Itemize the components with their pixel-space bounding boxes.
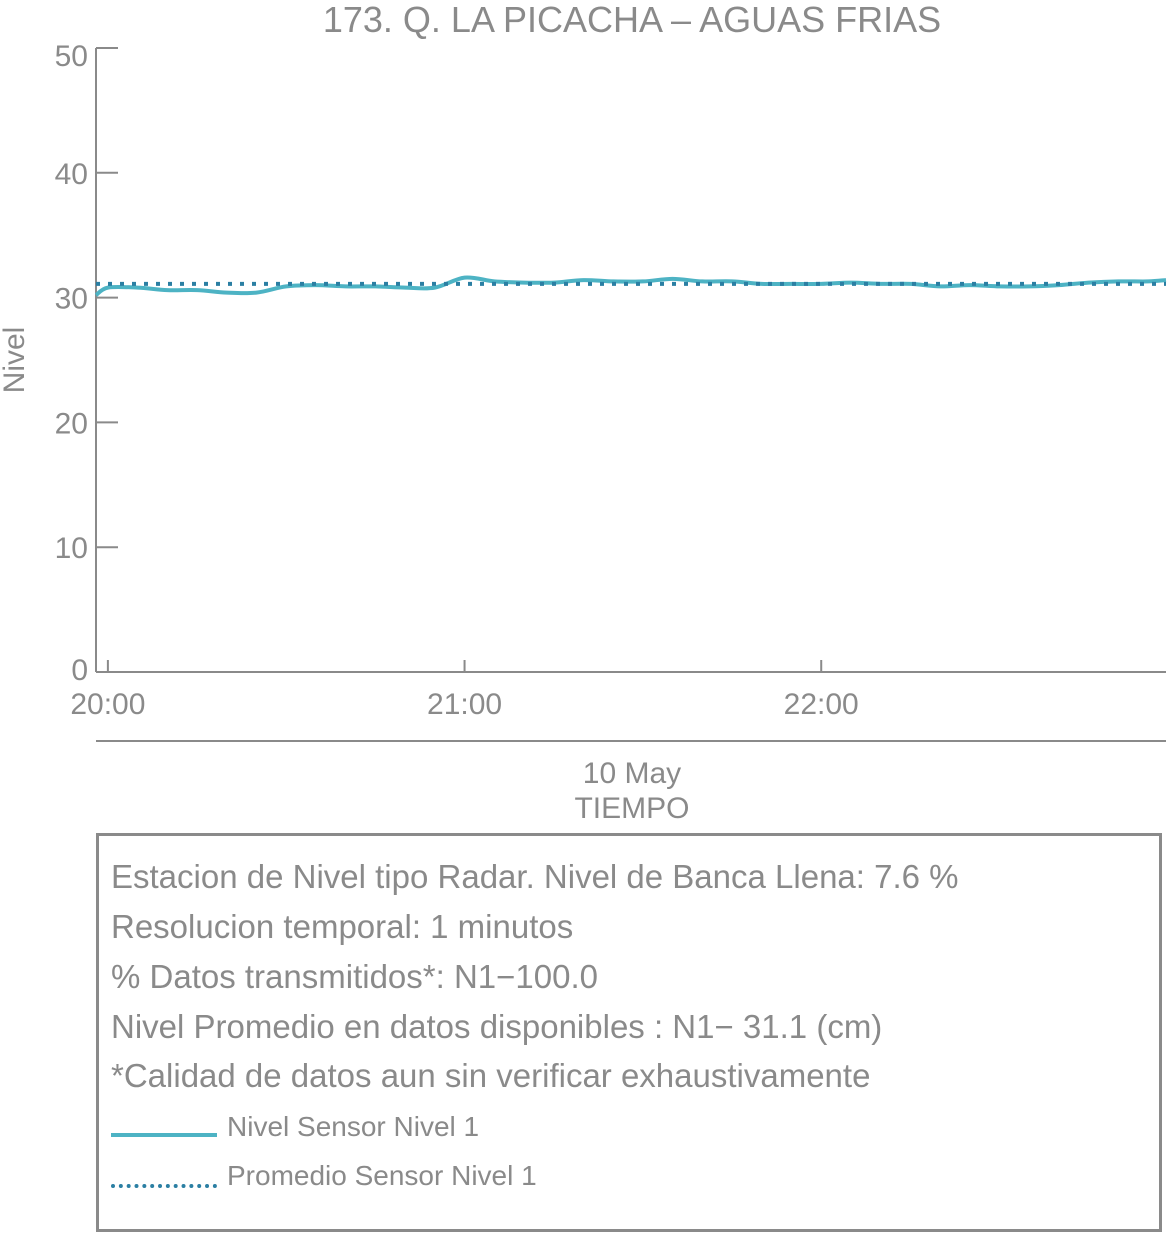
info-line-resolution: Resolucion temporal: 1 minutos (111, 908, 574, 945)
x-axis: 20:00 21:00 22:00 (70, 660, 1166, 721)
x-axis-label: TIEMPO (574, 792, 689, 825)
y-tick-label: 10 (55, 532, 88, 565)
info-line-transmitted: % Datos transmitidos*: N1−100.0 (111, 958, 598, 995)
x-date-label: 10 May (583, 757, 681, 790)
legend-label-average: Promedio Sensor Nivel 1 (227, 1160, 537, 1191)
y-tick-label: 50 (55, 40, 88, 73)
info-line-station: Estacion de Nivel tipo Radar. Nivel de B… (111, 858, 959, 895)
y-tick-label: 40 (55, 158, 88, 191)
x-tick-label: 20:00 (70, 688, 145, 721)
info-box: Estacion de Nivel tipo Radar. Nivel de B… (96, 833, 1162, 1232)
info-line-quality-note: *Calidad de datos aun sin verificar exha… (111, 1057, 871, 1094)
legend-swatch-average (111, 1184, 217, 1188)
legend-label-level: Nivel Sensor Nivel 1 (227, 1111, 480, 1142)
x-tick-label: 21:00 (427, 688, 502, 721)
y-axis-label: Nivel (0, 327, 31, 394)
series-line-level (94, 275, 1167, 297)
series-layer (94, 275, 1167, 297)
y-tick-label: 0 (71, 654, 88, 687)
info-line-average: Nivel Promedio en datos disponibles : N1… (111, 1008, 883, 1045)
y-tick-label: 30 (55, 283, 88, 316)
y-axis: 0 10 20 30 40 50 (55, 40, 118, 687)
legend-swatch-level (111, 1133, 217, 1137)
y-tick-label: 20 (55, 407, 88, 440)
level-chart: 173. Q. LA PICACHA – AGUAS FRIAS Nivel 0… (0, 0, 1167, 825)
x-tick-label: 22:00 (784, 688, 859, 721)
chart-title: 173. Q. LA PICACHA – AGUAS FRIAS (323, 0, 941, 40)
